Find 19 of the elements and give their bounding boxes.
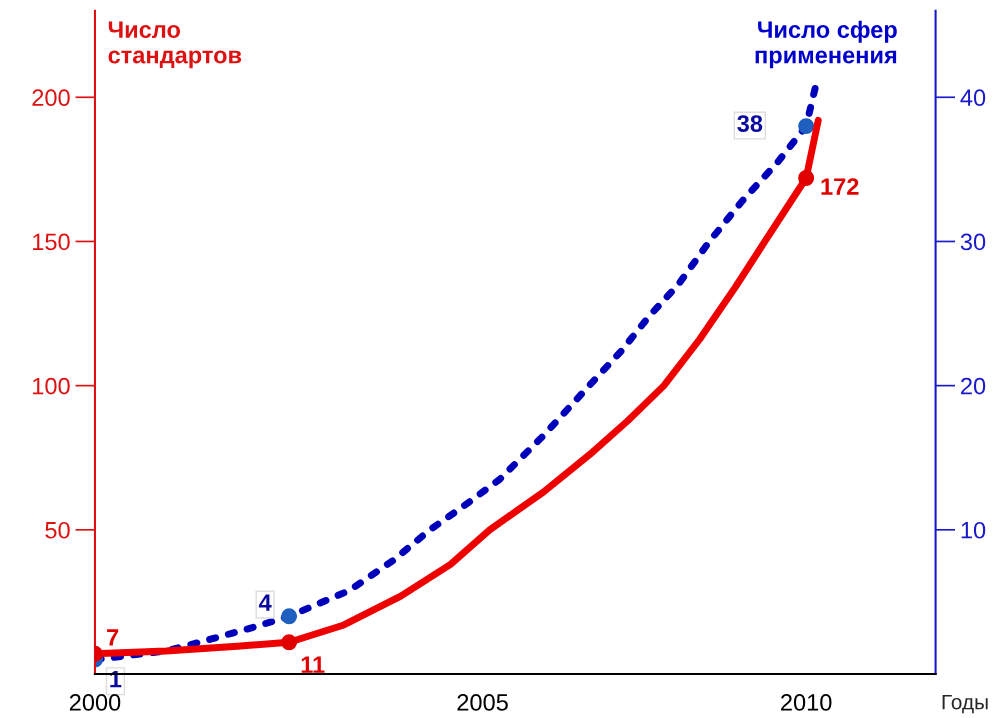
data-label: 7 (107, 629, 119, 646)
y-tick-label: 50 (45, 521, 70, 539)
x-tick-label: 2005 (457, 694, 508, 711)
data-label: 4 (258, 594, 272, 611)
data-label: 172 (821, 178, 859, 195)
data-label: 11 (301, 656, 325, 673)
y-axis-title: Число стандартов (108, 21, 242, 69)
x-tick-label: 2010 (781, 694, 832, 711)
y2-axis-title: Число сфер применения (755, 20, 897, 69)
y2-tick-label: 20 (961, 377, 986, 395)
x-axis-title: Годы (942, 694, 988, 714)
y-tick-label: 150 (33, 233, 70, 251)
y-tick-label: 100 (33, 377, 70, 395)
y2-tick-label: 30 (960, 233, 986, 251)
y2-tick-label: 10 (961, 521, 986, 539)
y-tick-label: 200 (32, 89, 70, 107)
x-tick-label: 2000 (69, 694, 121, 711)
y2-tick-label: 40 (960, 89, 986, 107)
data-label: 38 (737, 115, 763, 132)
